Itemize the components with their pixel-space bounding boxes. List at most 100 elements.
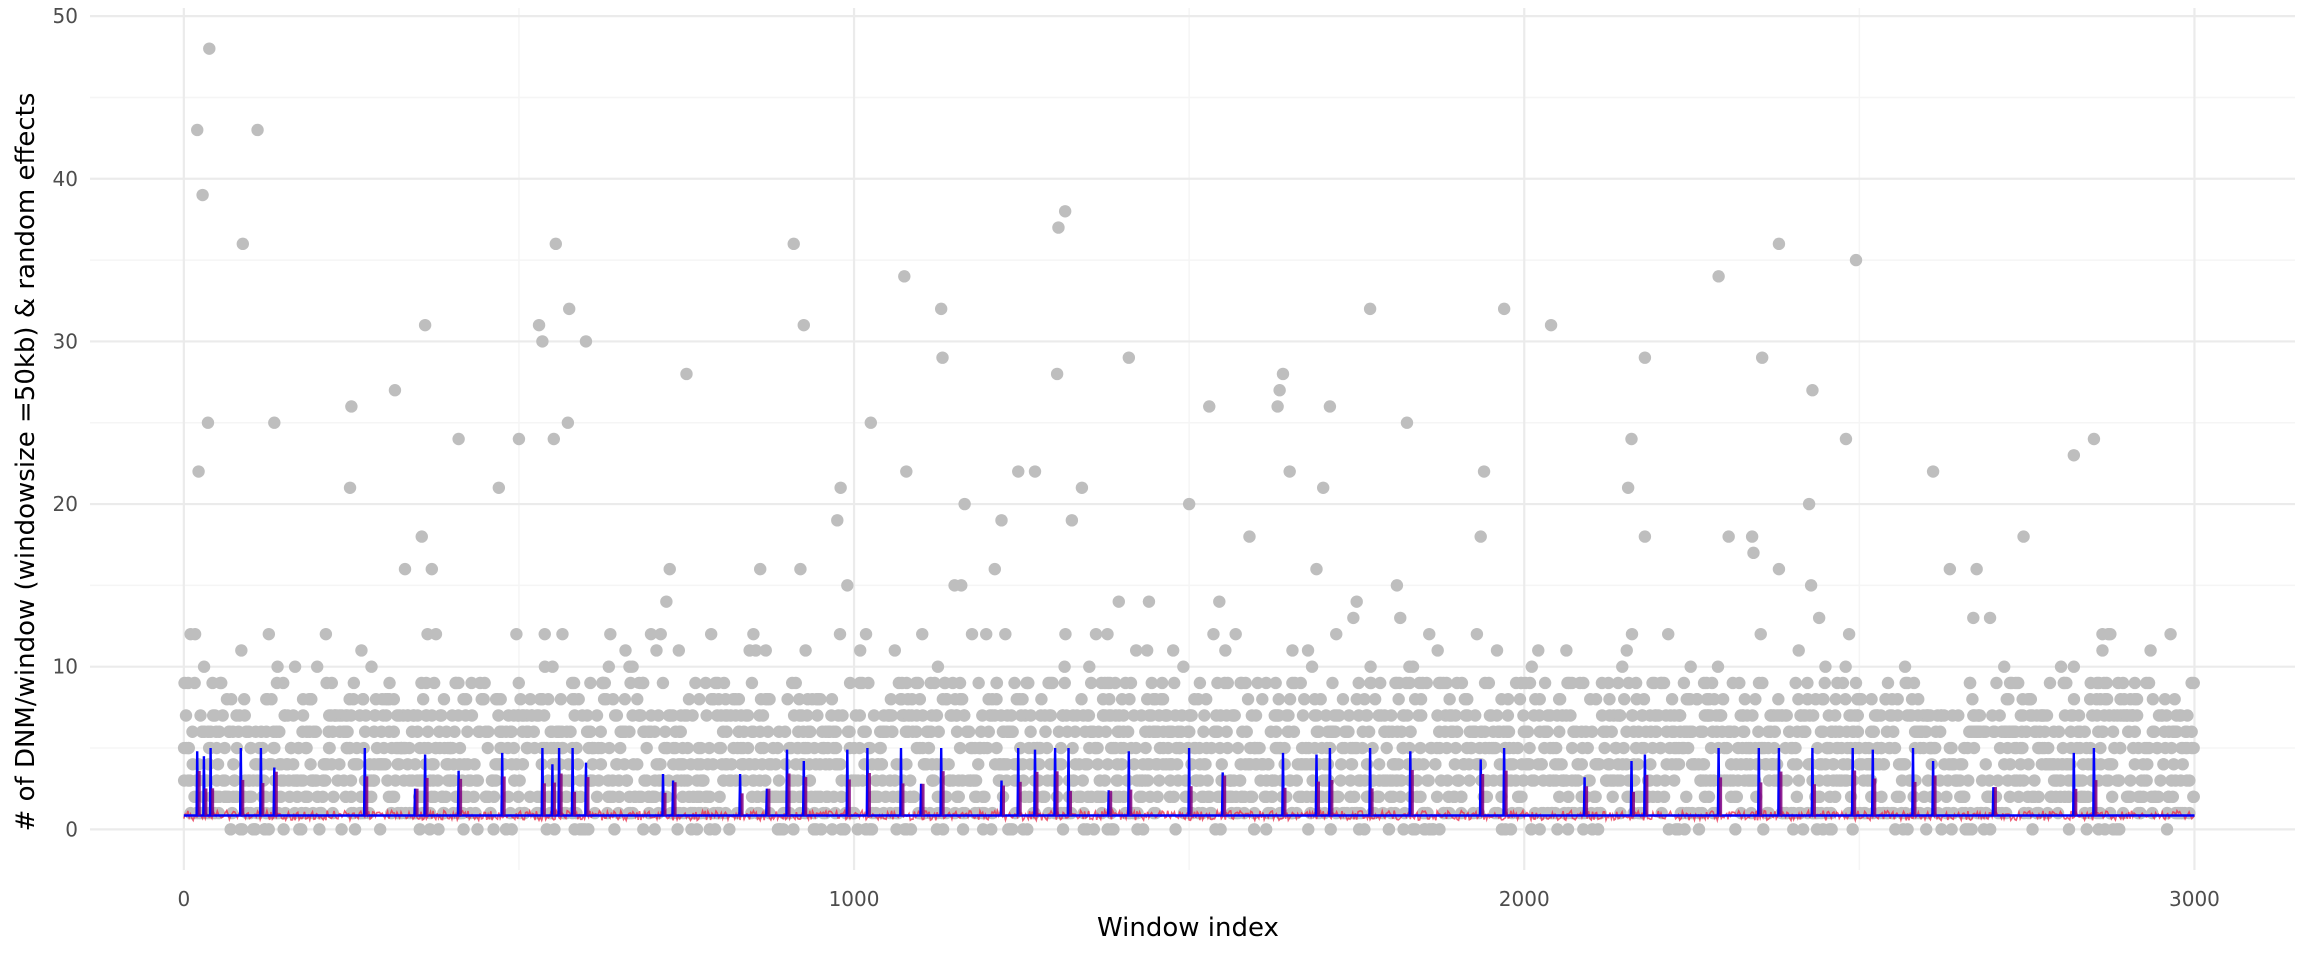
data-point xyxy=(1768,741,1781,755)
data-point xyxy=(2016,741,2029,755)
data-point xyxy=(969,774,983,787)
data-point xyxy=(648,725,661,738)
data-point xyxy=(1334,774,1347,787)
data-point xyxy=(1271,709,1284,722)
data-point xyxy=(2017,774,2030,787)
data-point xyxy=(186,725,199,738)
data-point xyxy=(584,676,597,690)
data-point xyxy=(1121,725,1135,738)
data-point xyxy=(1247,823,1261,836)
data-point xyxy=(725,758,738,771)
data-point xyxy=(1251,676,1264,690)
outlier-point xyxy=(1347,611,1360,625)
data-point xyxy=(936,823,950,836)
data-point xyxy=(1430,790,1444,804)
data-point xyxy=(953,741,967,755)
data-point xyxy=(1966,693,1979,706)
data-point xyxy=(856,774,869,787)
data-point xyxy=(1193,676,1207,690)
data-point xyxy=(865,823,879,836)
outlier-point xyxy=(900,465,913,478)
data-point xyxy=(216,709,229,722)
data-point xyxy=(769,758,783,771)
data-point xyxy=(681,741,694,755)
data-point xyxy=(421,725,435,738)
data-point xyxy=(2141,758,2154,771)
data-point xyxy=(1708,693,1721,706)
data-point xyxy=(1044,709,1058,722)
data-point xyxy=(1046,676,1059,690)
data-point xyxy=(572,693,585,706)
data-point xyxy=(1136,823,1150,836)
data-point xyxy=(999,627,1012,641)
data-point xyxy=(1091,758,1104,771)
data-point xyxy=(2124,790,2137,804)
data-point xyxy=(1140,644,1154,657)
data-point xyxy=(1533,823,1546,836)
data-point xyxy=(956,823,970,836)
data-point xyxy=(1249,709,1263,722)
data-point xyxy=(1555,758,1568,771)
data-point xyxy=(873,741,886,755)
data-point xyxy=(1115,758,1129,771)
data-point xyxy=(1754,627,1767,641)
data-point xyxy=(560,790,574,804)
data-point xyxy=(2042,741,2055,755)
data-point xyxy=(1955,758,1969,771)
data-point xyxy=(1523,741,1536,755)
data-point xyxy=(1935,823,1948,836)
data-point xyxy=(1394,790,1407,804)
data-point xyxy=(1657,676,1671,690)
outlier-point xyxy=(191,123,204,137)
data-point xyxy=(1515,790,1528,804)
data-point xyxy=(1907,676,1921,690)
data-point xyxy=(1058,660,1071,673)
data-point xyxy=(885,709,899,722)
data-point xyxy=(980,627,993,641)
outlier-point xyxy=(754,562,767,576)
data-point xyxy=(1470,627,1484,641)
data-point xyxy=(213,725,226,738)
data-point xyxy=(594,725,607,738)
data-point xyxy=(1789,676,1802,690)
data-point xyxy=(516,758,530,771)
data-point xyxy=(1867,725,1880,738)
data-point xyxy=(1489,741,1502,755)
data-point xyxy=(1455,790,1468,804)
data-point xyxy=(1441,774,1454,787)
outlier-point xyxy=(418,318,432,332)
data-point xyxy=(1792,774,1806,787)
data-point xyxy=(749,644,762,657)
data-point xyxy=(853,741,866,755)
data-point xyxy=(1662,627,1675,641)
data-point xyxy=(1611,676,1625,690)
data-point xyxy=(930,709,944,722)
data-point xyxy=(1945,741,1958,755)
data-point xyxy=(2026,823,2039,836)
data-point xyxy=(304,758,317,771)
data-point xyxy=(1253,741,1266,755)
data-point xyxy=(1221,676,1234,690)
data-point xyxy=(1967,741,1981,755)
data-point xyxy=(192,758,205,771)
data-point xyxy=(1644,758,1657,771)
outlier-point xyxy=(841,579,854,592)
data-point xyxy=(2157,758,2170,771)
data-point xyxy=(640,741,653,755)
data-point xyxy=(674,725,687,738)
data-point xyxy=(1901,823,1914,836)
data-point xyxy=(373,823,387,836)
data-point xyxy=(1117,790,1131,804)
data-point xyxy=(1667,774,1681,787)
data-point xyxy=(1849,676,1863,690)
data-point xyxy=(1241,693,1255,706)
data-point xyxy=(1925,758,1938,771)
data-point xyxy=(1829,693,1842,706)
data-point xyxy=(1366,741,1379,755)
data-point xyxy=(2130,693,2144,706)
data-point xyxy=(843,676,857,690)
data-point xyxy=(546,660,559,673)
data-point xyxy=(2105,758,2119,771)
data-point xyxy=(2100,676,2113,690)
data-point xyxy=(351,758,364,771)
